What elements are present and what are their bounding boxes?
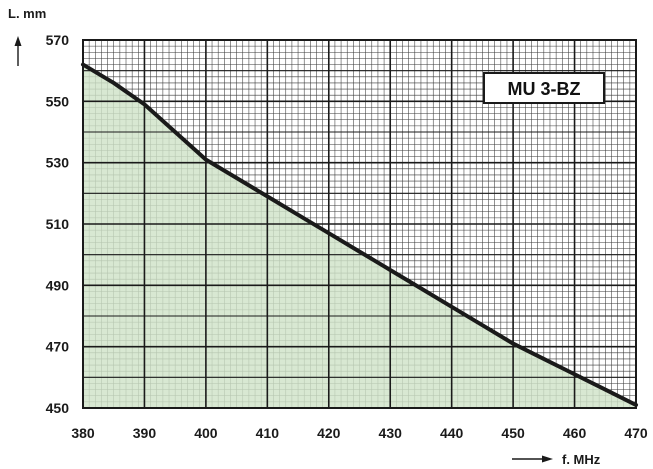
- x-tick-labels: 380 390 400 410 420 430 440 450 460 470: [71, 425, 648, 441]
- x-tick-label: 430: [379, 425, 403, 441]
- x-tick-label: 410: [256, 425, 280, 441]
- x-tick-label: 450: [501, 425, 525, 441]
- y-axis-label: L. mm: [8, 6, 46, 21]
- x-tick-label: 470: [624, 425, 648, 441]
- plot-frame: [82, 39, 637, 409]
- x-tick-label: 400: [194, 425, 218, 441]
- x-tick-label: 390: [133, 425, 157, 441]
- y-tick-label: 490: [46, 277, 70, 293]
- x-axis-label: f. MHz: [562, 452, 601, 467]
- chart-title: MU 3-BZ: [508, 79, 581, 99]
- y-tick-label: 450: [46, 400, 70, 416]
- y-tick-labels: 570 550 530 510 490 470 450: [46, 32, 70, 416]
- x-tick-label: 420: [317, 425, 341, 441]
- x-tick-label: 380: [71, 425, 95, 441]
- chart-title-badge: MU 3-BZ: [483, 72, 605, 104]
- y-tick-label: 550: [46, 93, 70, 109]
- series-line: [81, 62, 638, 407]
- chart-title-box: [483, 72, 605, 104]
- y-tick-label: 470: [46, 339, 70, 355]
- y-tick-label: 570: [46, 32, 70, 48]
- x-tick-label: 460: [563, 425, 587, 441]
- x-tick-label: 440: [440, 425, 464, 441]
- x-axis-arrow-icon: [512, 455, 553, 463]
- y-tick-label: 530: [46, 155, 70, 171]
- y-tick-label: 510: [46, 216, 70, 232]
- area-fill: [83, 64, 636, 408]
- y-axis-arrow-icon: [14, 36, 22, 66]
